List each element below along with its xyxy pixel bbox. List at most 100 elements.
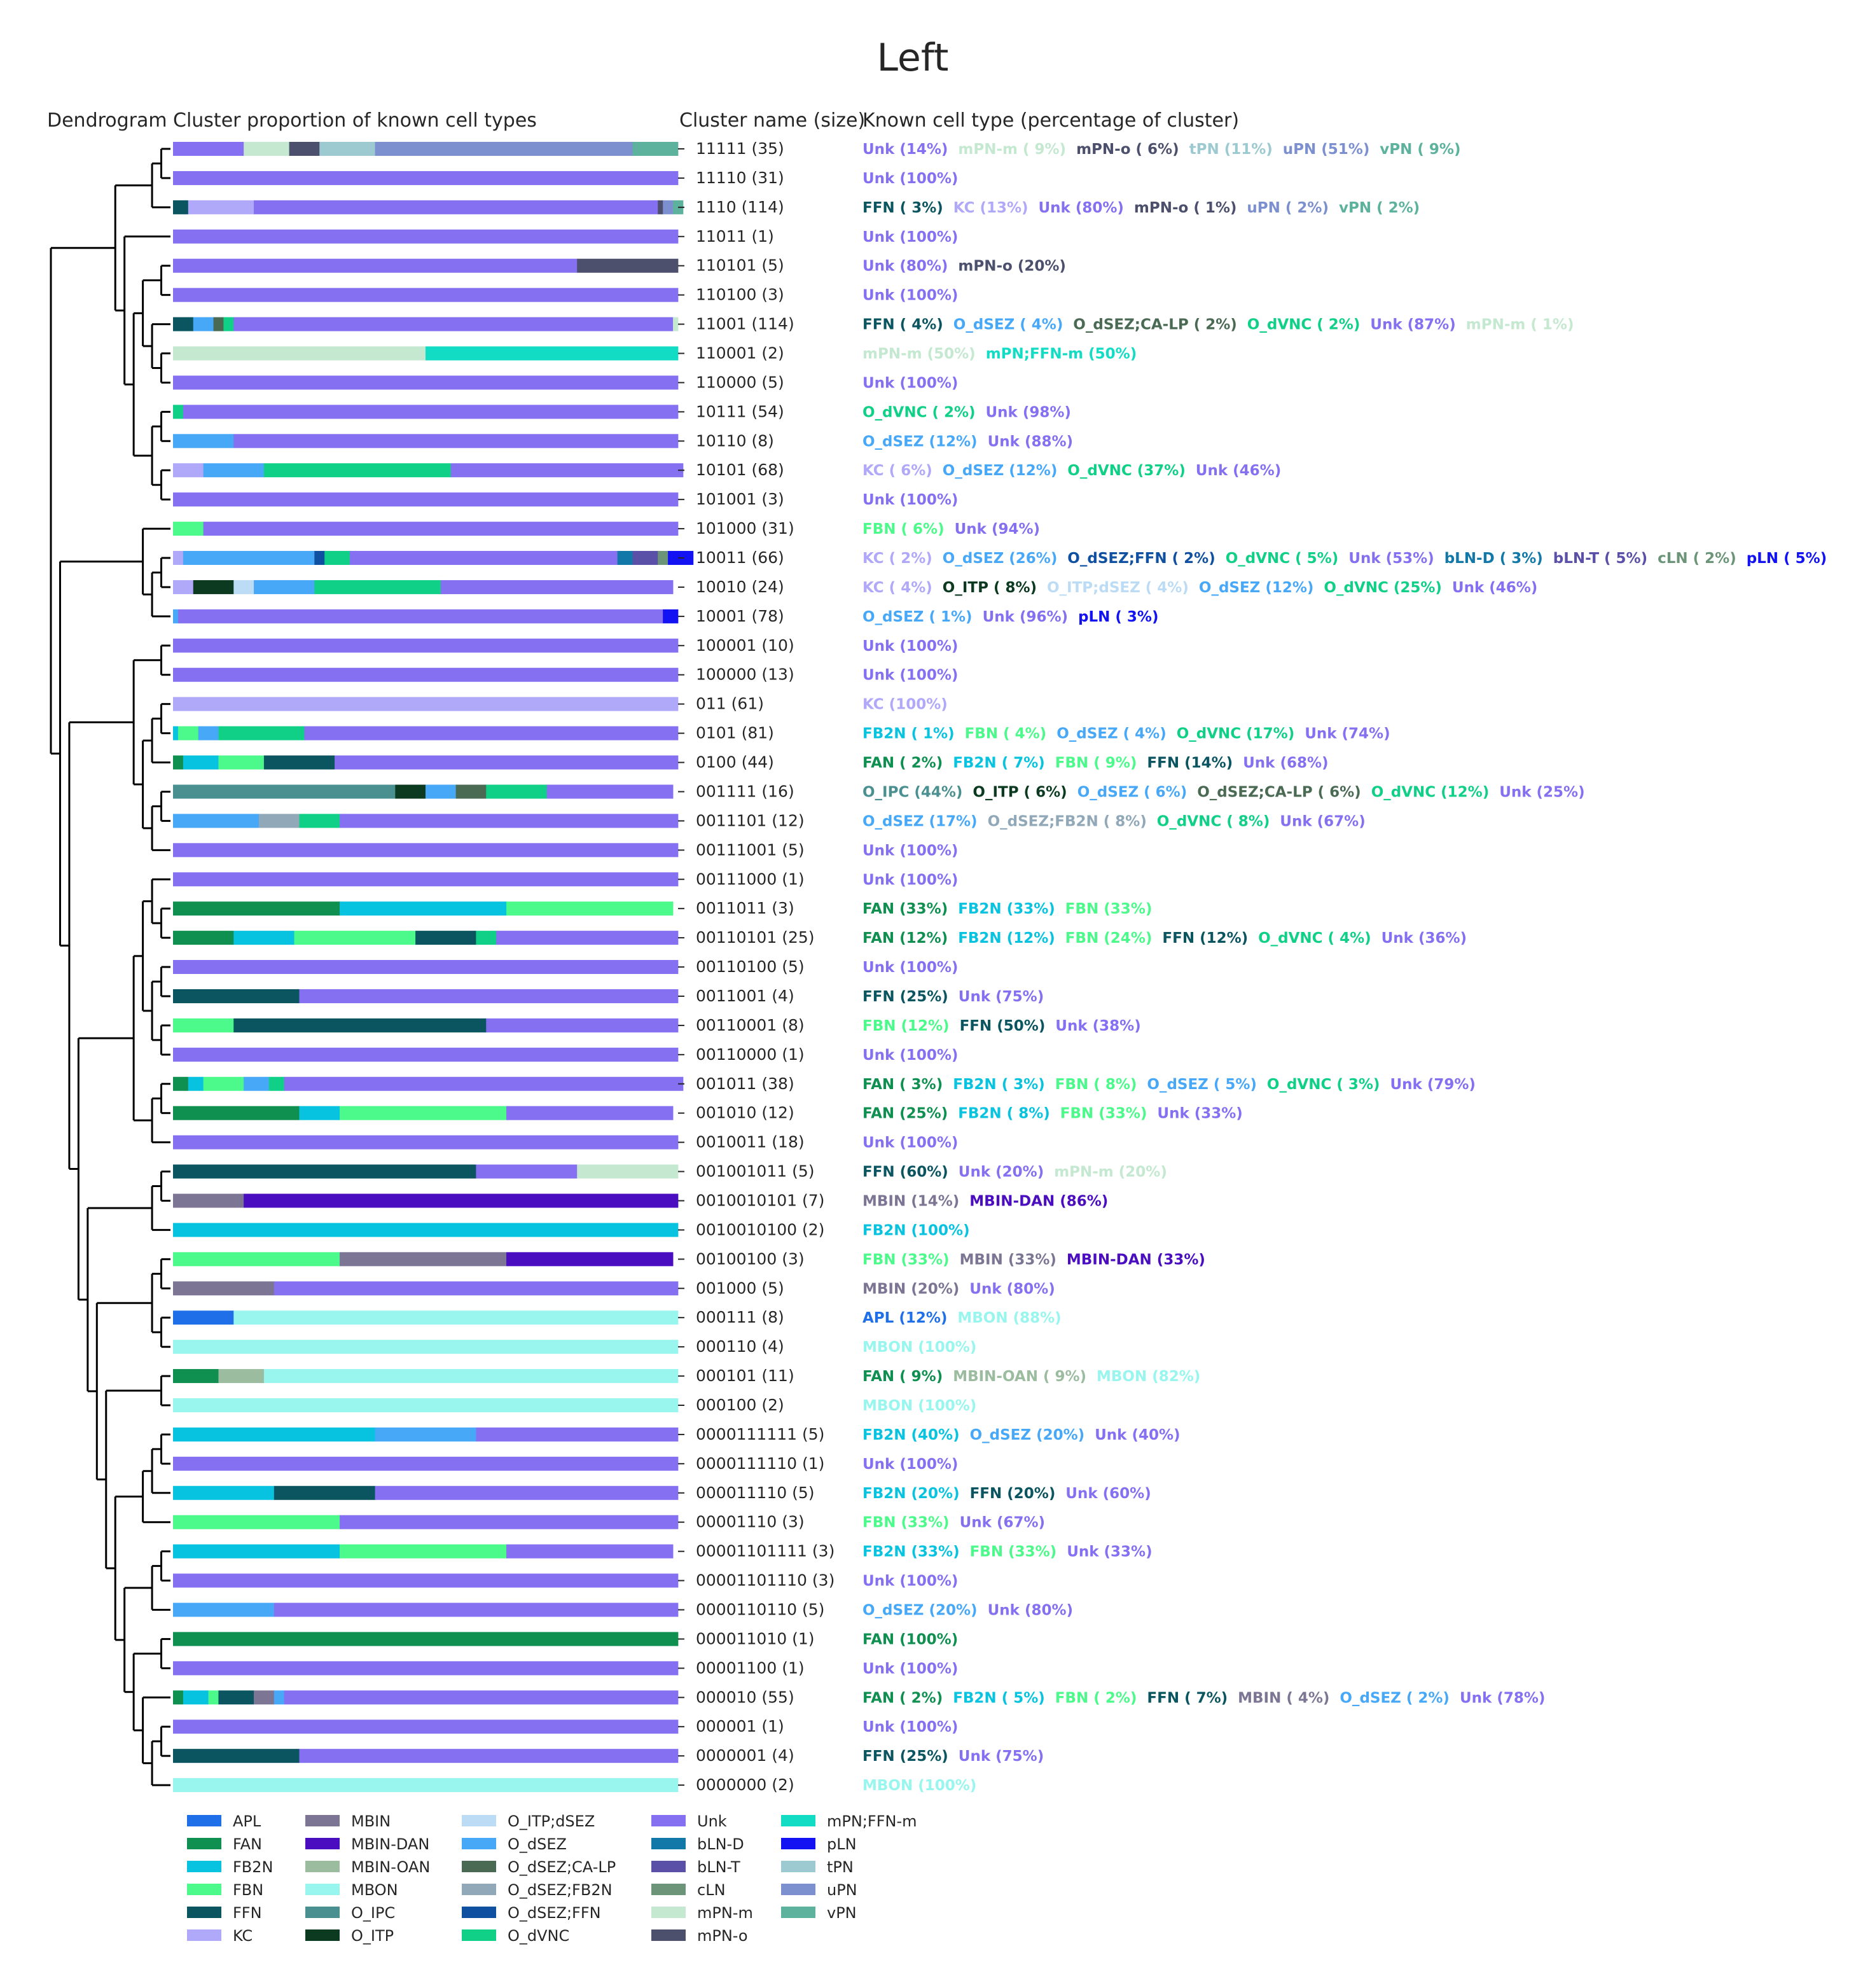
bar-segment <box>450 463 684 478</box>
cluster-header: Cluster name (size) <box>679 109 866 132</box>
known-type-label: FB2N ( 5%) <box>953 1690 1045 1706</box>
known-type-label: FFN ( 3%) <box>862 200 943 216</box>
cluster-label: 110101 (5) <box>696 256 784 275</box>
bar-segment <box>173 258 578 273</box>
known-type-label: FB2N (20%) <box>862 1485 960 1502</box>
known-type-label: FB2N ( 1%) <box>862 726 955 742</box>
known-type-label: O_dSEZ (17%) <box>862 813 978 830</box>
known-type-label: Unk (98%) <box>986 404 1071 421</box>
bar-segment <box>218 726 305 740</box>
bar-segment <box>506 901 674 916</box>
known-type-label: Unk (87%) <box>1370 317 1455 333</box>
bar-segment <box>173 989 300 1003</box>
cluster-label: 000101 (11) <box>696 1366 794 1385</box>
known-type-label: FBN ( 6%) <box>862 521 945 538</box>
known-type-label: Unk (36%) <box>1382 930 1467 947</box>
cluster-label: 10110 (8) <box>696 431 774 450</box>
cluster-label: 0000111111 (5) <box>696 1425 824 1443</box>
bar-segment <box>577 258 679 273</box>
bar-segment <box>173 1602 275 1617</box>
known-type-label: Unk (100%) <box>862 872 958 888</box>
known-type-label: FBN ( 9%) <box>1055 755 1137 772</box>
known-type-label: Unk (80%) <box>988 1602 1073 1619</box>
bar-segment <box>173 1340 679 1354</box>
known-type-label: pLN ( 5%) <box>1747 550 1827 567</box>
known-type-label: FFN (25%) <box>862 1748 948 1765</box>
bar-segment <box>173 142 244 156</box>
known-type-label: uPN ( 2%) <box>1247 200 1329 216</box>
bar-segment <box>173 1223 679 1237</box>
bar-segment <box>173 1164 476 1179</box>
bar-segment <box>546 784 674 799</box>
bar-segment <box>173 1749 300 1763</box>
cluster-label: 0000001 (4) <box>696 1746 794 1765</box>
legend-label: Unk <box>697 1812 727 1830</box>
cluster-label: 0000000 (2) <box>696 1776 794 1794</box>
bar-segment <box>506 1544 674 1559</box>
known-type-label: Unk (100%) <box>862 492 958 508</box>
cluster-label: 00001100 (1) <box>696 1658 805 1677</box>
bar-segment <box>173 609 179 623</box>
known-type-label: KC ( 4%) <box>862 580 932 596</box>
known-type-label: vPN ( 9%) <box>1380 141 1460 158</box>
known-type-label: O_dSEZ (20%) <box>862 1602 978 1619</box>
bar-segment <box>340 1106 507 1120</box>
known-type-label: FFN (25%) <box>862 989 948 1005</box>
known-type-label: FFN (60%) <box>862 1164 948 1181</box>
bar-segment <box>173 551 184 566</box>
known-type-label: KC (13%) <box>953 200 1028 216</box>
bar-segment <box>577 1164 679 1179</box>
legend-swatch <box>187 1815 221 1826</box>
legend-label: mPN-o <box>697 1927 748 1945</box>
cluster-label: 00001110 (3) <box>696 1513 805 1531</box>
bar-segment <box>254 580 315 594</box>
cluster-label: 10001 (78) <box>696 607 784 625</box>
legend-swatch <box>781 1838 815 1849</box>
bar-segment <box>173 1106 300 1120</box>
legend-swatch <box>781 1907 815 1918</box>
bar-segment <box>274 1281 679 1296</box>
legend-label: pLN <box>827 1835 857 1853</box>
known-type-label: O_ITP ( 8%) <box>943 580 1037 596</box>
bar-segment <box>299 814 340 828</box>
known-type-label: Unk (33%) <box>1157 1106 1242 1122</box>
legend-label: bLN-T <box>697 1858 740 1876</box>
known-type-label: O_dVNC (17%) <box>1177 726 1295 742</box>
bar-segment <box>289 142 320 156</box>
bar-segment <box>254 200 658 214</box>
known-type-label: FB2N (40%) <box>862 1427 960 1443</box>
bar-segment <box>193 580 234 594</box>
known-type-label: Unk (40%) <box>1095 1427 1180 1443</box>
known-type-label: Unk (100%) <box>862 1660 958 1677</box>
cluster-label: 10101 (68) <box>696 461 784 479</box>
known-type-label: cLN ( 2%) <box>1658 550 1736 567</box>
legend-label: cLN <box>697 1881 726 1899</box>
cluster-label: 101001 (3) <box>696 490 784 508</box>
cluster-label: 100000 (13) <box>696 665 794 684</box>
known-type-label: O_dVNC (37%) <box>1067 462 1186 479</box>
bar-segment <box>173 1310 234 1325</box>
bar-segment <box>506 1252 674 1267</box>
legend-swatch <box>651 1838 686 1849</box>
bar-segment <box>173 667 679 682</box>
bar-segment <box>426 346 679 361</box>
bar-segment <box>244 142 290 156</box>
bar-segment <box>218 755 265 770</box>
cluster-label: 00001101110 (3) <box>696 1571 835 1590</box>
known-type-label: Unk (46%) <box>1452 580 1537 596</box>
legend-swatch <box>462 1838 496 1849</box>
legend-label: bLN-D <box>697 1835 744 1853</box>
known-header: Known cell type (percentage of cluster) <box>862 109 1240 132</box>
known-type-label: tPN (11%) <box>1189 141 1273 158</box>
known-type-label: O_dSEZ ( 6%) <box>1077 784 1188 800</box>
known-type-label: FAN ( 2%) <box>862 1690 943 1706</box>
known-type-label: O_dVNC ( 5%) <box>1226 550 1339 567</box>
known-type-label: bLN-T ( 5%) <box>1553 550 1647 567</box>
bar-segment <box>476 1164 578 1179</box>
legend-swatch <box>462 1929 496 1941</box>
legend-label: MBON <box>351 1881 398 1899</box>
known-type-label: O_dSEZ (20%) <box>970 1427 1085 1443</box>
known-type-label: O_dSEZ (12%) <box>862 433 978 450</box>
cluster-label: 00110000 (1) <box>696 1045 805 1064</box>
dendrogram-header: Dendrogram <box>47 109 167 132</box>
